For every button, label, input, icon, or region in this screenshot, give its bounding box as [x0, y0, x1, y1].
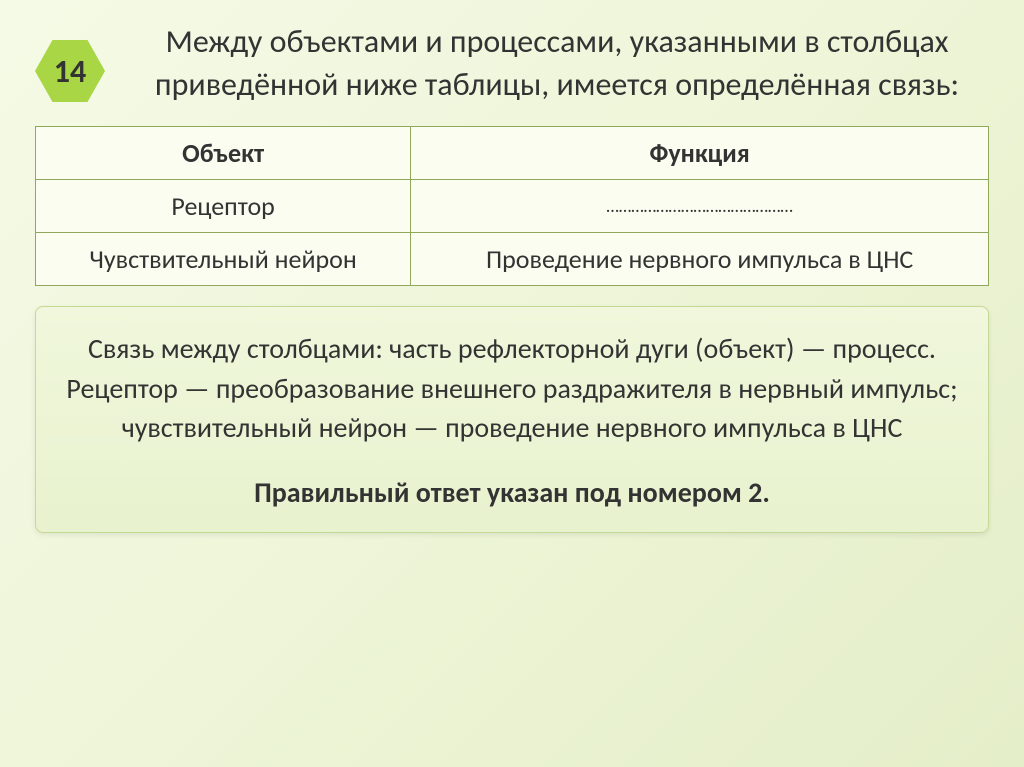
answer-box: Связь между столбцами: часть рефлекторно… — [35, 306, 989, 533]
hexagon-icon: 14 — [35, 40, 105, 102]
question-title: Между объектами и процессами, указанными… — [125, 20, 989, 106]
table-cell-blank: ……………………………………… — [411, 180, 989, 233]
table-cell: Чувствительный нейрон — [36, 233, 411, 286]
correct-answer-text: Правильный ответ указан под номером 2. — [66, 475, 958, 510]
table-cell: Проведение нервного импульса в ЦНС — [411, 233, 989, 286]
header-row: 14 Между объектами и процессами, указанн… — [35, 20, 989, 106]
question-number: 14 — [54, 52, 86, 91]
explanation-text: Связь между столбцами: часть рефлекторно… — [66, 329, 958, 447]
question-badge: 14 — [35, 40, 105, 102]
table-header-function: Функция — [411, 127, 989, 180]
table-header-object: Объект — [36, 127, 411, 180]
table-cell: Рецептор — [36, 180, 411, 233]
relation-table: Объект Функция Рецептор ……………………………………… … — [35, 126, 989, 286]
